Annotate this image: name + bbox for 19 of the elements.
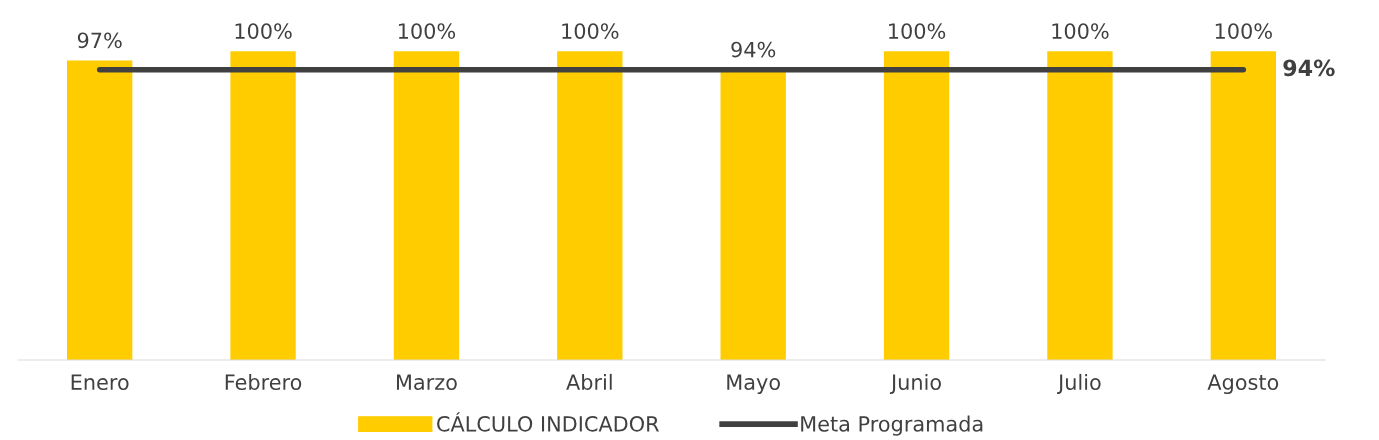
x-tick-label: Abril — [566, 373, 612, 391]
x-tick-label: Junio — [889, 373, 941, 394]
data-label: 100% — [889, 23, 946, 39]
data-label: 97% — [77, 32, 122, 49]
x-tick-label: Febrero — [225, 373, 302, 391]
x-tick-label: Mayo — [727, 374, 780, 395]
x-tick-label: Julio — [1057, 373, 1101, 394]
x-tick-label: Marzo — [396, 374, 457, 391]
data-label: 100% — [398, 23, 456, 39]
x-tick-label: Agosto — [1207, 374, 1279, 395]
data-label: 100% — [562, 23, 619, 39]
legend-label: Meta Programada — [801, 415, 983, 436]
data-label: 100% — [235, 23, 292, 39]
data-label: 94% — [731, 41, 776, 58]
data-label: 100% — [1052, 23, 1109, 39]
data-label: 94% — [1283, 59, 1335, 77]
data-label: 100% — [1215, 23, 1272, 39]
x-tick-label: Enero — [71, 374, 129, 391]
legend-label: CÁLCULO INDICADOR — [437, 412, 659, 432]
